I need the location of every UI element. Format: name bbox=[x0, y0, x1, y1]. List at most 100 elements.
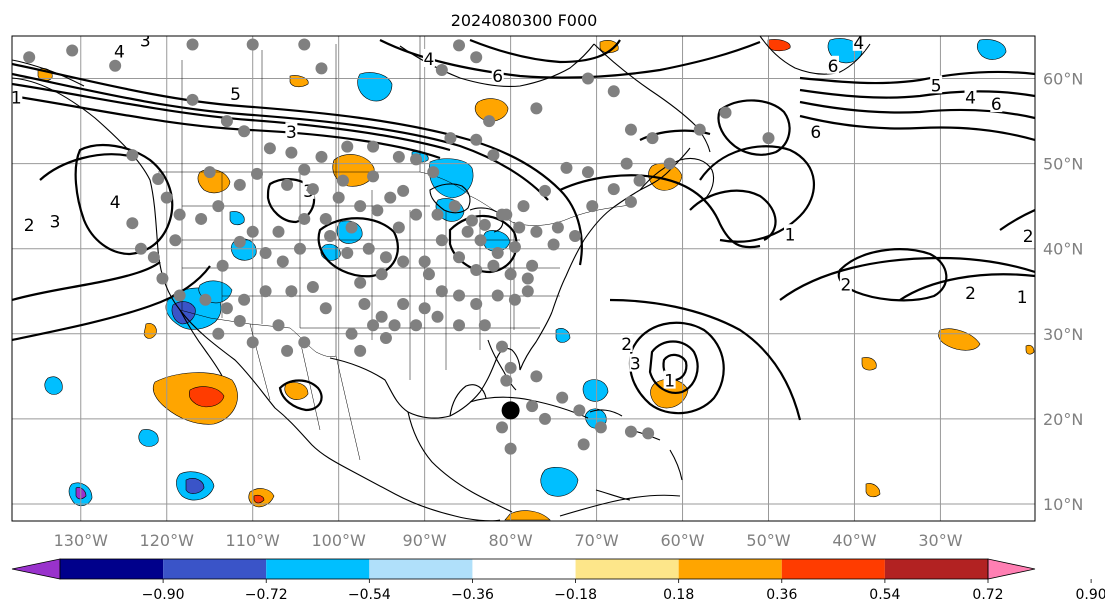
baja-california bbox=[179, 309, 223, 377]
east-coast bbox=[551, 147, 691, 313]
observation-marker bbox=[530, 225, 543, 238]
contour-line bbox=[648, 340, 699, 394]
observation-marker bbox=[315, 62, 328, 75]
observation-marker bbox=[147, 251, 160, 264]
state-lines-horizontal bbox=[182, 205, 560, 329]
observation-marker bbox=[526, 400, 539, 413]
observation-marker bbox=[487, 259, 500, 272]
contour-line bbox=[12, 82, 451, 152]
contour-label: 6 bbox=[828, 57, 839, 77]
observation-marker bbox=[521, 272, 534, 285]
blue-patch bbox=[138, 429, 159, 447]
colorbar-tick-label: −0.18 bbox=[554, 587, 597, 603]
blue-patch bbox=[229, 211, 245, 226]
observation-marker bbox=[435, 64, 448, 77]
observation-marker bbox=[397, 298, 410, 311]
contour-line bbox=[689, 189, 777, 241]
orange-patch bbox=[861, 357, 877, 371]
observation-marker bbox=[272, 319, 285, 332]
observation-marker bbox=[422, 268, 435, 281]
lat-tick-label: 10°N bbox=[1043, 495, 1083, 514]
orange-patch bbox=[474, 98, 509, 122]
observation-marker bbox=[169, 234, 182, 247]
colorbar-segment bbox=[163, 559, 267, 579]
observation-marker bbox=[444, 132, 457, 145]
contour-label: 2 bbox=[621, 335, 632, 355]
observation-marker bbox=[251, 167, 264, 180]
observation-markers bbox=[23, 38, 775, 455]
observation-marker bbox=[392, 150, 405, 163]
observation-marker bbox=[624, 195, 637, 208]
observation-marker bbox=[491, 289, 504, 302]
observation-marker bbox=[577, 438, 590, 451]
colorbar-tick-label: −0.54 bbox=[348, 587, 391, 603]
colorbar-tick-label: 0.72 bbox=[972, 587, 1003, 603]
observation-marker bbox=[23, 51, 36, 64]
contour-line bbox=[799, 100, 1035, 120]
observation-marker bbox=[470, 298, 483, 311]
contour-label-bg bbox=[629, 353, 642, 372]
contour-label-bg bbox=[109, 191, 122, 210]
contour-label: 2 bbox=[1023, 227, 1034, 247]
map-panel: 2341533346466454612212231 bbox=[11, 31, 1036, 522]
colorbar-segment bbox=[678, 559, 782, 579]
contour-label-bg bbox=[139, 36, 152, 49]
colorbar-tick-label: −0.36 bbox=[451, 587, 494, 603]
colorbar-segment bbox=[60, 559, 164, 579]
latitude-labels: 60°N 50°N 40°N 30°N 20°N 10°N bbox=[1043, 70, 1083, 514]
greenland-coast bbox=[759, 36, 871, 75]
borders bbox=[158, 36, 631, 461]
contour-label-bg bbox=[12, 87, 23, 106]
lon-tick-label: 120°W bbox=[140, 531, 195, 550]
orange-patch bbox=[1025, 344, 1035, 355]
contour-label-bg bbox=[23, 214, 36, 233]
contour-label: 2 bbox=[24, 216, 35, 236]
contour-label: 6 bbox=[991, 95, 1002, 115]
observation-marker bbox=[186, 93, 199, 106]
lat-tick-label: 40°N bbox=[1043, 240, 1083, 259]
observation-marker bbox=[160, 191, 173, 204]
contour-label: 3 bbox=[140, 31, 151, 51]
blue-patch bbox=[44, 376, 63, 395]
contour-line bbox=[899, 273, 1035, 301]
observation-marker bbox=[581, 166, 594, 179]
contour-line bbox=[379, 39, 761, 79]
contour-line bbox=[12, 62, 583, 266]
observation-marker bbox=[306, 281, 319, 294]
lon-tick-label: 130°W bbox=[54, 531, 109, 550]
blue-patch bbox=[582, 379, 609, 402]
observation-marker bbox=[461, 225, 474, 238]
observation-marker bbox=[362, 242, 375, 255]
contour-line bbox=[278, 379, 323, 412]
contour-line bbox=[12, 265, 211, 342]
observation-marker bbox=[491, 246, 504, 259]
aleutians bbox=[12, 59, 85, 87]
observation-marker bbox=[371, 204, 384, 217]
contour-label: 4 bbox=[853, 34, 864, 54]
canada-provinces bbox=[181, 36, 421, 172]
contour-line bbox=[469, 38, 621, 64]
longitude-labels: 130°W 120°W 110°W 100°W 90°W 80°W 70°W 60°W 50°W… bbox=[54, 531, 963, 550]
contour-label-bg bbox=[990, 94, 1003, 113]
observation-marker bbox=[663, 157, 676, 170]
contour-label-bg bbox=[783, 224, 796, 243]
observation-marker bbox=[336, 174, 349, 187]
observation-marker bbox=[427, 166, 440, 179]
observation-marker bbox=[607, 183, 620, 196]
observation-marker bbox=[465, 214, 478, 227]
colorbar-segment bbox=[884, 559, 988, 579]
observation-marker bbox=[453, 289, 466, 302]
colorbar-segment bbox=[575, 559, 679, 579]
lat-tick-label: 20°N bbox=[1043, 410, 1083, 429]
blue-patch bbox=[540, 467, 579, 497]
contour-line bbox=[699, 145, 815, 243]
contour-line bbox=[628, 321, 725, 415]
observation-marker bbox=[345, 221, 358, 234]
gulf-st-lawrence bbox=[639, 157, 715, 201]
observation-marker bbox=[134, 242, 147, 255]
observation-marker bbox=[354, 344, 367, 357]
observation-marker bbox=[530, 370, 543, 383]
observation-marker bbox=[453, 251, 466, 264]
observation-marker bbox=[478, 319, 491, 332]
